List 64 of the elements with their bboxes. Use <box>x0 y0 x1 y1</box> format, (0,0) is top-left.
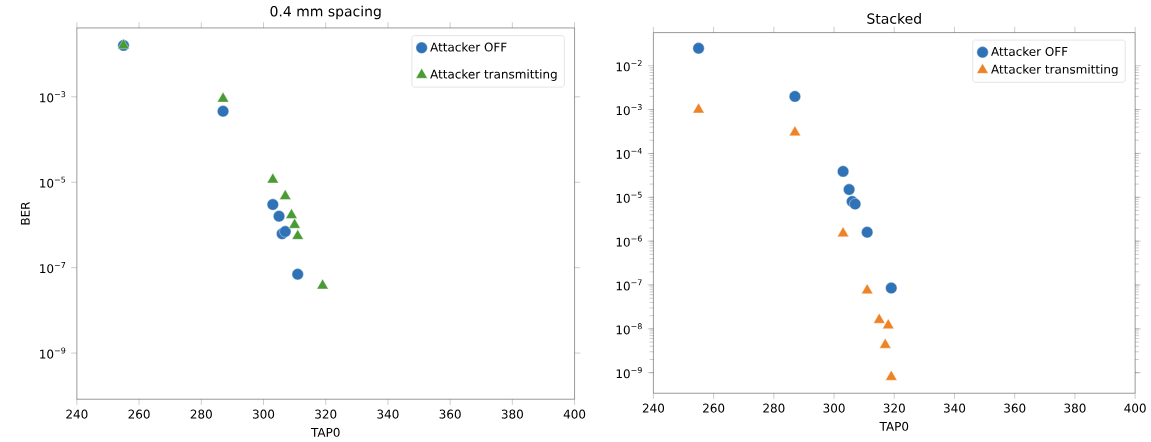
x-tick-label: 380 <box>1064 403 1086 413</box>
y-tick-label: 10$^{−6}$ <box>616 235 642 247</box>
x-tick-label: 320 <box>315 409 337 419</box>
point <box>837 165 850 178</box>
point <box>285 208 298 219</box>
x-tick-label: 340 <box>943 403 966 413</box>
x-tick-label: 380 <box>501 409 523 419</box>
point <box>788 125 801 136</box>
x-tick-label: 280 <box>763 403 785 413</box>
point <box>266 198 279 211</box>
x-axis-title: TAP0 <box>879 421 909 431</box>
point <box>885 370 898 381</box>
x-tick-label: 340 <box>377 409 399 419</box>
chart-title: Stacked <box>867 13 921 24</box>
legend-label: Attacker OFF <box>991 46 1068 56</box>
y-tick-label: 10$^{−5}$ <box>40 176 66 188</box>
y-tick-label: 10$^{−7}$ <box>616 279 642 291</box>
x-tick-label: 360 <box>439 409 461 419</box>
point <box>837 226 850 237</box>
point <box>861 226 874 239</box>
point <box>316 278 329 290</box>
legend-label: Attacker transmitting <box>991 64 1118 77</box>
y-axis-title: BER <box>20 201 30 225</box>
legend-label: Attacker transmitting <box>430 69 557 81</box>
x-tick-label: 300 <box>252 409 275 419</box>
point <box>291 229 304 240</box>
point <box>288 218 301 229</box>
x-tick-label: 240 <box>66 409 88 419</box>
point <box>882 318 895 329</box>
x-tick-label: 240 <box>642 403 665 413</box>
point <box>843 183 856 196</box>
point <box>692 102 705 114</box>
x-tick-label: 400 <box>563 409 586 419</box>
x-tick-label: 400 <box>1124 403 1146 413</box>
y-tick-label: 10$^{−4}$ <box>616 147 642 159</box>
point <box>273 210 285 223</box>
y-tick-label: 10$^{−2}$ <box>616 60 642 72</box>
chart-title: 0.4 mm spacing <box>270 5 381 20</box>
point <box>217 105 229 118</box>
point <box>217 91 230 103</box>
y-tick-label: 10$^{−5}$ <box>616 191 642 203</box>
y-tick-label: 10$^{−7}$ <box>40 262 66 274</box>
y-tick-label: 10$^{−3}$ <box>40 91 66 103</box>
y-tick-label: 10$^{−3}$ <box>616 103 642 116</box>
point <box>266 172 279 184</box>
legend-label: Attacker OFF <box>430 42 507 52</box>
point <box>885 282 898 294</box>
x-tick-label: 320 <box>883 403 905 413</box>
point <box>861 283 874 294</box>
point <box>291 268 304 281</box>
x-tick-label: 260 <box>703 403 725 413</box>
x-tick-label: 360 <box>1004 403 1026 413</box>
x-tick-label: 260 <box>128 409 150 419</box>
point <box>879 338 892 349</box>
x-tick-label: 280 <box>190 409 212 419</box>
x-tick-label: 300 <box>823 403 845 413</box>
point <box>788 90 801 103</box>
y-tick-label: 10$^{−9}$ <box>616 367 642 379</box>
point <box>873 312 886 324</box>
y-tick-label: 10$^{−8}$ <box>616 323 642 335</box>
x-axis-title: TAP0 <box>310 427 340 437</box>
point <box>279 189 292 200</box>
y-tick-label: 10$^{−9}$ <box>40 347 66 359</box>
point <box>692 42 705 55</box>
